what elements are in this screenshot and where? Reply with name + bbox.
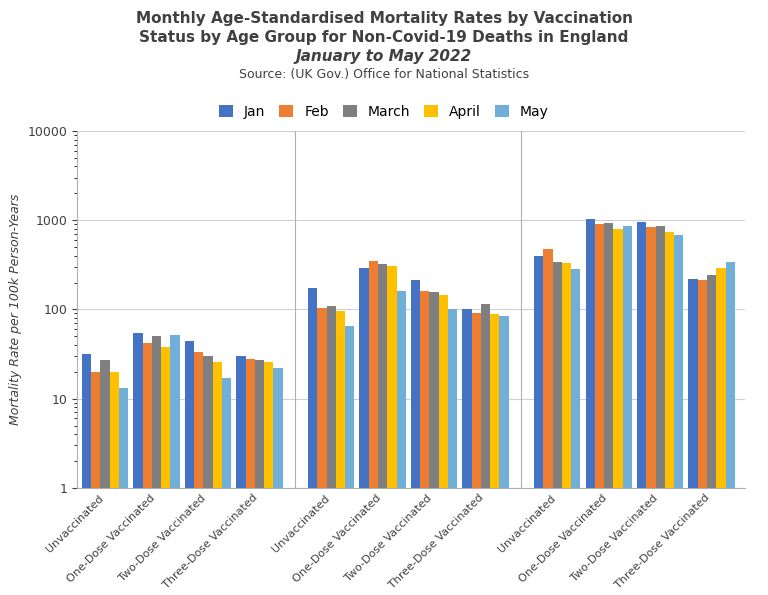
Text: Monthly Age-Standardised Mortality Rates by Vaccination: Monthly Age-Standardised Mortality Rates… [135, 11, 633, 26]
Bar [185, 341, 194, 595]
Legend: Jan, Feb, March, April, May: Jan, Feb, March, April, May [214, 99, 554, 124]
Bar [194, 352, 204, 595]
Bar [134, 333, 143, 595]
Bar [439, 295, 448, 595]
Bar [623, 227, 632, 595]
Bar [646, 227, 656, 595]
Bar [614, 229, 623, 595]
Bar [82, 353, 91, 595]
Bar [91, 372, 101, 595]
Bar [472, 312, 481, 595]
Bar [387, 265, 396, 595]
Bar [420, 291, 429, 595]
Bar [481, 304, 490, 595]
Bar [604, 223, 614, 595]
Bar [462, 309, 472, 595]
Bar [594, 224, 604, 595]
Bar [222, 378, 231, 595]
Bar [255, 360, 264, 595]
Bar [237, 356, 246, 595]
Bar [152, 336, 161, 595]
Bar [246, 359, 255, 595]
Text: Source: (UK Gov.) Office for National Statistics: Source: (UK Gov.) Office for National St… [239, 68, 529, 82]
Bar [396, 291, 406, 595]
Bar [170, 335, 180, 595]
Bar [665, 233, 674, 595]
Bar [674, 234, 684, 595]
Bar [411, 280, 420, 595]
Bar [656, 226, 665, 595]
Bar [688, 279, 697, 595]
Bar [336, 311, 345, 595]
Bar [585, 220, 594, 595]
Bar [110, 372, 119, 595]
Bar [204, 356, 213, 595]
Bar [378, 264, 387, 595]
Text: Status by Age Group for Non-Covid-19 Deaths in England: Status by Age Group for Non-Covid-19 Dea… [139, 30, 629, 45]
Bar [490, 314, 499, 595]
Bar [273, 368, 283, 595]
Bar [553, 262, 562, 595]
Bar [143, 343, 152, 595]
Bar [161, 347, 170, 595]
Bar [543, 249, 553, 595]
Bar [571, 269, 581, 595]
Bar [448, 309, 457, 595]
Bar [697, 280, 707, 595]
Y-axis label: Mortality Rate per 100k Person-Years: Mortality Rate per 100k Person-Years [8, 194, 22, 425]
Bar [101, 360, 110, 595]
Bar [326, 306, 336, 595]
Bar [534, 256, 543, 595]
Bar [369, 261, 378, 595]
Bar [264, 362, 273, 595]
Bar [707, 275, 717, 595]
Bar [213, 362, 222, 595]
Bar [499, 316, 508, 595]
Bar [726, 262, 735, 595]
Text: January to May 2022: January to May 2022 [296, 49, 472, 64]
Bar [317, 308, 326, 595]
Bar [345, 326, 354, 595]
Bar [308, 288, 317, 595]
Bar [717, 268, 726, 595]
Bar [359, 268, 369, 595]
Bar [637, 222, 646, 595]
Bar [562, 263, 571, 595]
Bar [429, 292, 439, 595]
Bar [119, 389, 128, 595]
